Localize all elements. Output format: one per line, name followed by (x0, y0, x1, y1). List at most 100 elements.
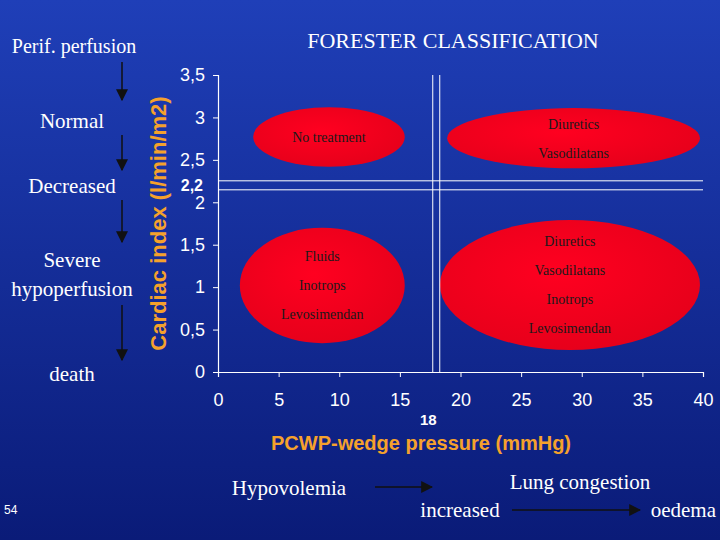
tick: 10 (330, 372, 350, 410)
region-label: Diuretics (544, 234, 595, 249)
tick-mark (213, 330, 218, 331)
tick-mark (213, 75, 218, 76)
tick-label: 2,5 (180, 150, 205, 170)
tick-label: 0 (195, 362, 205, 382)
arrow (375, 486, 432, 488)
tick: 2 (195, 193, 218, 213)
tick-label: 30 (572, 390, 592, 410)
pressure-from: increased (420, 498, 500, 522)
region-label: Diuretics (548, 117, 599, 132)
tick-label: 2 (195, 193, 205, 213)
threshold-line (432, 75, 433, 372)
threshold-line (439, 75, 440, 372)
title: FORESTER CLASSIFICATION (307, 28, 599, 53)
tick-label: 20 (451, 390, 471, 410)
tick: 15 (390, 372, 410, 410)
tick-mark (213, 245, 218, 246)
tick: 2,5 (180, 150, 218, 170)
region-label: Vasodilatans (535, 263, 606, 278)
tick: 30 (572, 372, 592, 410)
arrow (121, 135, 123, 170)
tick-mark (213, 202, 218, 203)
region (440, 220, 700, 350)
tick-label: 15 (390, 390, 410, 410)
arrow (121, 200, 123, 242)
tick-mark (213, 287, 218, 288)
tick-label: 35 (633, 390, 653, 410)
tick: 0,5 (180, 320, 218, 340)
threshold-label: 18 (420, 411, 437, 428)
threshold-line (218, 189, 703, 190)
tick: 20 (451, 372, 471, 410)
region (253, 107, 405, 166)
arrow (512, 509, 640, 511)
region-label: Vasodilatans (538, 146, 609, 161)
tick-mark (339, 372, 340, 377)
tick-mark (213, 117, 218, 118)
pressure-start: Hypovolemia (232, 476, 347, 500)
tick-mark (400, 372, 401, 377)
pressure-to: oedema (651, 498, 717, 522)
tick-label: 1 (195, 277, 205, 297)
perfusion-stage: Severe (43, 248, 100, 272)
arrow (121, 305, 123, 360)
tick-label: 3 (195, 108, 205, 128)
tick: 3 (195, 108, 218, 128)
region (240, 228, 405, 343)
tick: 25 (512, 372, 532, 410)
tick-label: 40 (693, 390, 713, 410)
tick-mark (703, 372, 704, 377)
tick: 1 (195, 277, 218, 297)
tick-label: 25 (512, 390, 532, 410)
perfusion-scale: Perif. perfusion Normal Decreased Severe hyp… (11, 35, 136, 386)
threshold-label: 2,2 (181, 177, 203, 194)
tick: 0 (195, 362, 218, 382)
x-axis: 0 5 10 15 20 25 30 35 40 (213, 372, 713, 410)
pressure-label: Lung congestion (510, 470, 651, 494)
perfusion-stage: death (49, 362, 95, 386)
region-label: Levosimendan (281, 307, 363, 322)
tick-mark (213, 372, 218, 373)
perfusion-stage: Normal (40, 109, 104, 133)
region-label: Fluids (305, 249, 340, 264)
tick: 35 (633, 372, 653, 410)
perfusion-title: Perif. perfusion (12, 35, 136, 58)
region-label: Inotrops (547, 292, 594, 307)
tick: 5 (274, 372, 284, 410)
tick-mark (279, 372, 280, 377)
region-label: Levosimendan (529, 321, 611, 336)
tick-label: 10 (330, 390, 350, 410)
tick-mark (521, 372, 522, 377)
axis-line (213, 76, 219, 373)
tick-label: 1,5 (180, 235, 205, 255)
background (0, 0, 720, 540)
chart: No treatment Diuretics Vasodilatans Fluids I… (0, 0, 720, 540)
tick-label: 0,5 (180, 320, 205, 340)
tick: 0 (213, 372, 223, 410)
perfusion-stage: Decreased (28, 174, 116, 198)
perfusion-stage: hypoperfusion (11, 277, 133, 301)
plot-area (218, 75, 703, 372)
tick-mark (642, 372, 643, 377)
x-axis-title: PCWP-wedge pressure (mmHg) (271, 432, 571, 454)
tick-mark (582, 372, 583, 377)
tick: 3,5 (180, 65, 218, 85)
region-label: No treatment (292, 130, 366, 145)
tick: 40 (693, 372, 713, 410)
y-axis: 0 0,5 1 1,5 2 2,5 3 3,5 (180, 65, 219, 382)
region (447, 108, 700, 168)
y-axis-title: Cardiac index (l/min/m2) (146, 96, 171, 350)
tick-label: 5 (274, 390, 284, 410)
slide-number: 54 (4, 503, 18, 517)
tick: 1,5 (180, 235, 218, 255)
region-labels: No treatment Diuretics Vasodilatans Fluids I… (281, 117, 611, 337)
tick-label: 3,5 (180, 65, 205, 85)
tick-label: 0 (213, 390, 223, 410)
pressure-scale: Hypovolemia Lung congestion increased oedem… (232, 470, 717, 522)
arrow (121, 62, 123, 100)
axis-line (219, 373, 704, 378)
tick-mark (213, 160, 218, 161)
region-label: Inotrops (299, 278, 346, 293)
tick-mark (461, 372, 462, 377)
threshold-line (218, 180, 703, 181)
